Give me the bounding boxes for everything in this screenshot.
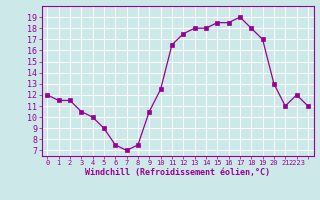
X-axis label: Windchill (Refroidissement éolien,°C): Windchill (Refroidissement éolien,°C) [85, 168, 270, 177]
